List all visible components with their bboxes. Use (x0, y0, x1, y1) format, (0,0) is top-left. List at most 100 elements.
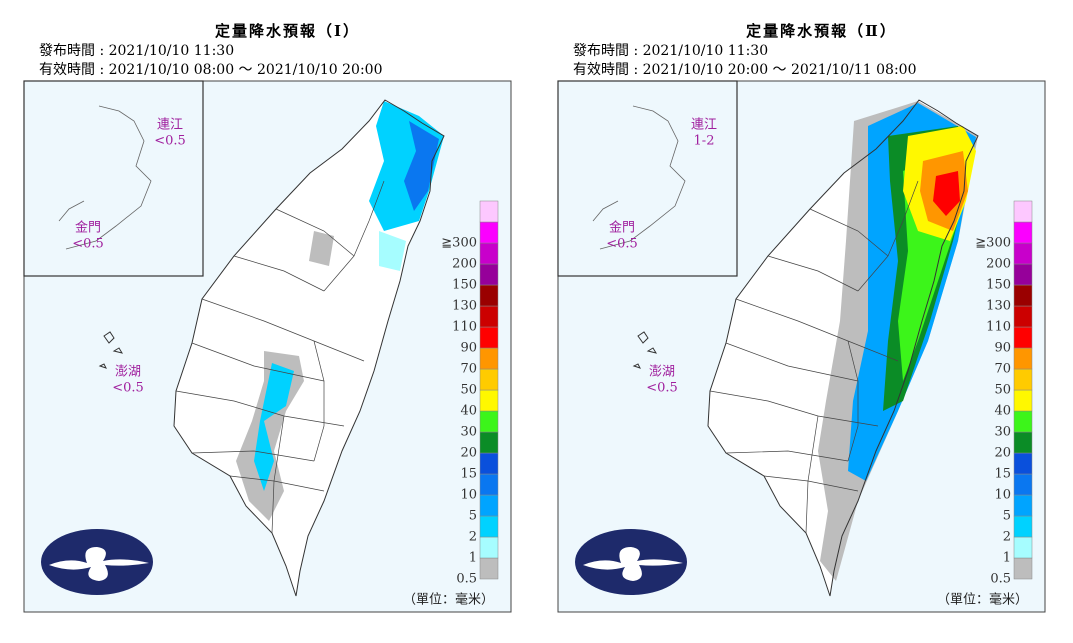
legend-label: 90 (460, 341, 477, 356)
legend-swatch (1013, 515, 1033, 538)
legend-label: 50 (994, 383, 1011, 398)
legend-swatch (479, 221, 499, 244)
legend-swatch (1013, 326, 1033, 349)
rain-area (933, 171, 960, 216)
legend-swatch (479, 200, 499, 223)
legend-label: 90 (994, 341, 1011, 356)
legend-swatch (1013, 389, 1033, 412)
legend-swatch (479, 305, 499, 328)
island-outline (707, 99, 979, 597)
legend-swatch (479, 557, 499, 580)
legend-label: 40 (994, 404, 1011, 419)
area-amount: <0.5 (646, 381, 678, 396)
legend-label: 150 (452, 278, 477, 293)
legend-swatch (479, 368, 499, 391)
legend-swatch (1013, 263, 1033, 286)
issued-time: 發布時間 : 2021/10/10 11:30 (39, 43, 234, 59)
emblem-cloud (583, 547, 683, 581)
panel-title: 定量降水預報（Ⅰ） (215, 22, 360, 40)
inset-coast (592, 105, 686, 250)
area-amount: <0.5 (154, 134, 186, 149)
area-amount: <0.5 (72, 237, 104, 252)
legend-swatch (1013, 557, 1033, 580)
legend-swatch (1013, 431, 1033, 454)
rain-area (254, 363, 294, 491)
area-name: 澎湖 (649, 365, 675, 380)
legend-swatch (479, 326, 499, 349)
legend-label: 1 (1003, 551, 1011, 566)
legend-label: 5 (1003, 509, 1011, 524)
legend-swatch (479, 263, 499, 286)
rain-area (379, 231, 406, 271)
area-name: 金門 (609, 220, 635, 236)
area-amount: <0.5 (606, 237, 638, 252)
map-panel: 連江1-2金門<0.5澎湖<0.50.512510152030405070901… (557, 80, 1046, 613)
legend-label: ≧300 (441, 236, 477, 251)
county-lines (175, 180, 385, 534)
panel-title: 定量降水預報（Ⅱ） (746, 22, 897, 40)
penghu-islands (632, 331, 658, 369)
area-name: 澎湖 (115, 365, 141, 380)
legend-swatch (1013, 410, 1033, 433)
legend-label: 20 (994, 446, 1011, 461)
legend-swatch (479, 410, 499, 433)
legend-swatch (479, 494, 499, 517)
legend-swatch (479, 515, 499, 538)
legend-label: 15 (460, 467, 477, 482)
legend-swatch (479, 536, 499, 559)
legend-swatch (479, 242, 499, 265)
area-name: 連江 (157, 118, 183, 133)
legend-swatch (479, 452, 499, 475)
legend-label: 5 (469, 509, 477, 524)
legend-swatch (479, 473, 499, 496)
county-lines (709, 180, 919, 534)
legend-swatch (1013, 284, 1033, 307)
rain-area (404, 121, 439, 211)
valid-time: 有效時間 : 2021/10/10 08:00 ～ 2021/10/10 20:… (39, 62, 383, 78)
legend-label: 2 (1003, 530, 1011, 545)
legend-label: 0.5 (456, 572, 477, 587)
legend-swatch (479, 347, 499, 370)
legend-label: 50 (460, 383, 477, 398)
legend-label: 70 (994, 362, 1011, 377)
inset-box (23, 80, 204, 277)
unit-label: （單位：毫米） (403, 592, 494, 608)
legend-swatch (1013, 368, 1033, 391)
valid-time: 有效時間 : 2021/10/10 20:00 ～ 2021/10/11 08:… (573, 62, 917, 78)
legend-label: 2 (469, 530, 477, 545)
legend-swatch (1013, 536, 1033, 559)
legend-swatch (1013, 452, 1033, 475)
cwb-emblem (41, 529, 153, 595)
island-outline (173, 99, 445, 597)
legend-swatch (1013, 473, 1033, 496)
legend-swatch (1013, 347, 1033, 370)
legend-label: ≧300 (975, 236, 1011, 251)
legend-label: 130 (986, 299, 1011, 314)
area-name: 連江 (691, 118, 717, 133)
inset-coast (58, 105, 152, 250)
legend-label: 0.5 (990, 572, 1011, 587)
legend-label: 130 (452, 299, 477, 314)
legend-swatch (1013, 242, 1033, 265)
emblem-cloud (49, 547, 149, 581)
legend-label: 10 (994, 488, 1011, 503)
legend-label: 30 (994, 425, 1011, 440)
legend-label: 20 (460, 446, 477, 461)
legend-label: 110 (452, 320, 477, 335)
legend-swatch (1013, 221, 1033, 244)
legend-label: 200 (986, 257, 1011, 272)
penghu-islands (98, 331, 124, 369)
area-amount: <0.5 (112, 381, 144, 396)
area-amount: 1-2 (694, 134, 715, 149)
legend-label: 15 (994, 467, 1011, 482)
legend-swatch (479, 284, 499, 307)
legend-label: 10 (460, 488, 477, 503)
cwb-emblem (575, 529, 687, 595)
legend-label: 70 (460, 362, 477, 377)
legend-swatch (479, 389, 499, 412)
map-panel: 連江<0.5金門<0.5澎湖<0.50.51251015203040507090… (23, 80, 512, 613)
issued-time: 發布時間 : 2021/10/10 11:30 (573, 43, 768, 59)
legend-label: 30 (460, 425, 477, 440)
legend-label: 110 (986, 320, 1011, 335)
